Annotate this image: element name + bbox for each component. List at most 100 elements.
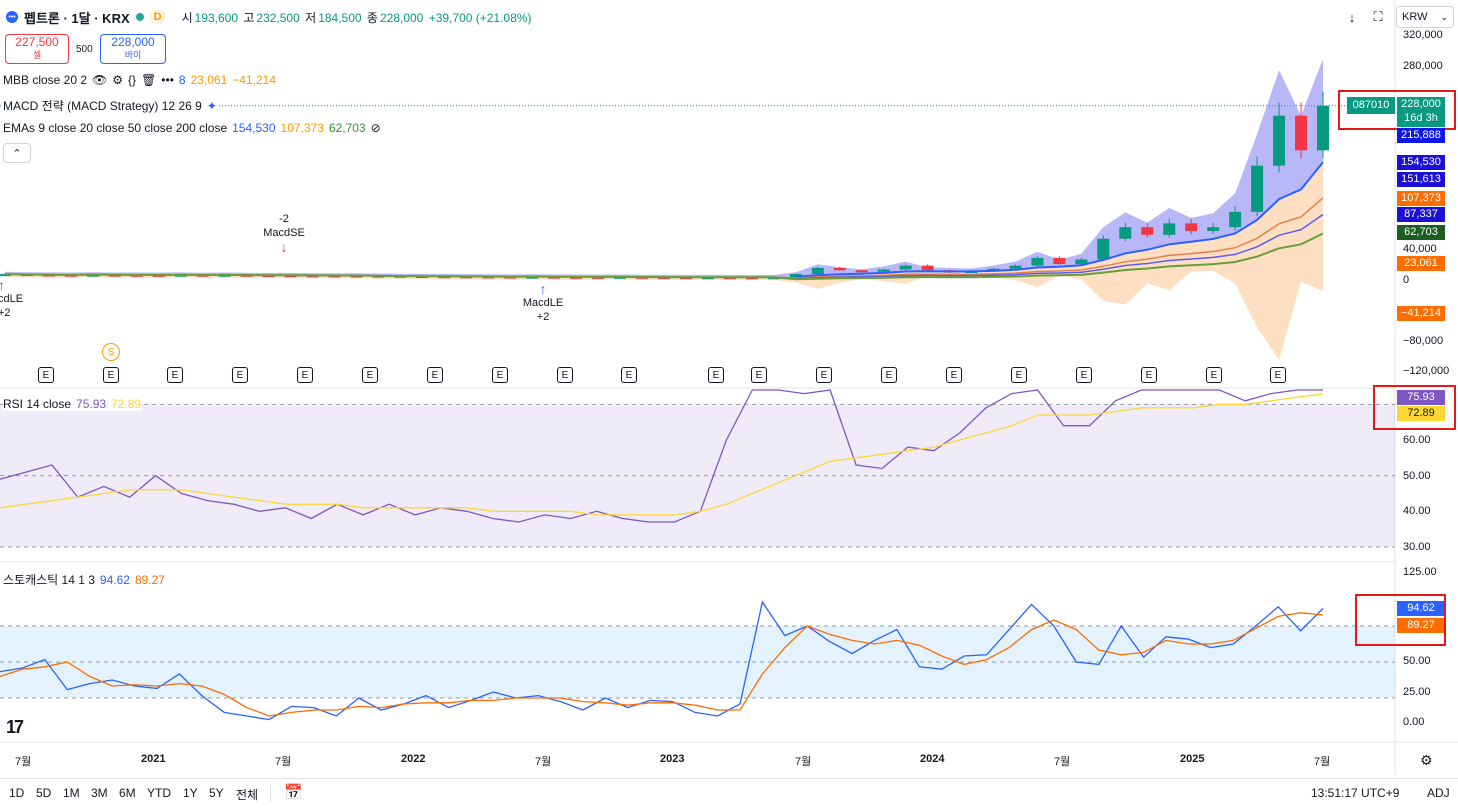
candle-body xyxy=(1163,223,1176,235)
market-status-icon[interactable] xyxy=(135,13,144,21)
candle-body xyxy=(1185,223,1198,232)
delete-icon[interactable]: 🗑 xyxy=(141,73,157,87)
rsi-label-2: 72.89 xyxy=(1397,406,1445,421)
main-pane[interactable] xyxy=(0,59,1395,361)
mbb-legend[interactable]: MBB close 20 2 👁 ⚙ {} 🗑 ••• 8 23,061 −41… xyxy=(3,73,277,87)
earnings-marker[interactable]: E xyxy=(621,367,637,383)
stochastic-pane[interactable] xyxy=(0,600,1395,721)
more-icon[interactable]: ••• xyxy=(161,73,174,87)
settings-icon[interactable]: ⚙ xyxy=(1420,752,1433,768)
mbb-legend-value-2: −41,214 xyxy=(232,73,277,87)
buy-button[interactable]: 228,000 바이 xyxy=(100,34,166,64)
range-6m-button[interactable]: 6M xyxy=(119,786,136,800)
earnings-marker[interactable]: E xyxy=(557,367,573,383)
candle-body xyxy=(877,269,890,272)
candle-body xyxy=(767,277,780,280)
macd-legend-name: MACD 전략 (MACD Strategy) 12 26 9 xyxy=(3,99,202,113)
symbol-tag[interactable]: 087010 xyxy=(1347,97,1395,114)
download-icon[interactable]: ↓ xyxy=(1348,9,1356,25)
earnings-marker[interactable]: E xyxy=(1270,367,1286,383)
earnings-marker[interactable]: E xyxy=(427,367,443,383)
range-3m-button[interactable]: 3M xyxy=(91,786,108,800)
macdle-signal-left[interactable]: ↑ cdLE +2 xyxy=(0,278,26,320)
earnings-marker[interactable]: E xyxy=(167,367,183,383)
earnings-marker[interactable]: E xyxy=(881,367,897,383)
time-tick: 2021 xyxy=(141,753,166,765)
candle-body xyxy=(899,265,912,270)
earnings-marker[interactable]: E xyxy=(1206,367,1222,383)
earnings-marker[interactable]: E xyxy=(232,367,248,383)
earnings-marker[interactable]: E xyxy=(492,367,508,383)
earnings-marker[interactable]: E xyxy=(38,367,54,383)
earnings-marker[interactable]: E xyxy=(1141,367,1157,383)
data-delay-badge[interactable]: D xyxy=(149,10,166,24)
macdle-name-left: cdLE xyxy=(0,293,24,305)
earnings-marker[interactable]: E xyxy=(816,367,832,383)
sell-button[interactable]: 227,500 셀 xyxy=(5,34,69,64)
candle-body xyxy=(1251,165,1264,212)
time-tick: 7월 xyxy=(1314,756,1331,768)
time-tick: 2025 xyxy=(1180,753,1205,765)
split-event-marker[interactable]: S xyxy=(102,343,120,361)
emas-legend[interactable]: EMAs 9 close 20 close 50 close 200 close… xyxy=(3,121,381,135)
eye-icon[interactable]: 👁 xyxy=(92,73,108,87)
ema200-line xyxy=(4,232,1324,281)
price-tick: 320,000 xyxy=(1403,29,1443,41)
earnings-marker[interactable]: E xyxy=(751,367,767,383)
currency-select[interactable]: KRW ⌄ xyxy=(1396,6,1454,28)
clock-display[interactable]: 13:51:17 UTC+9 xyxy=(1311,786,1400,800)
close-value: 228,000 xyxy=(379,10,424,25)
sell-label: 셀 xyxy=(32,50,42,60)
collapse-legend-button[interactable]: ⌃ xyxy=(3,143,31,163)
source-code-icon[interactable]: {} xyxy=(128,73,137,87)
stoch-d-line xyxy=(0,612,1324,717)
fullscreen-icon[interactable]: ⛶ xyxy=(1373,9,1383,24)
earnings-marker[interactable]: E xyxy=(103,367,119,383)
earnings-marker[interactable]: E xyxy=(708,367,724,383)
symbol-logo-icon[interactable]: ••• xyxy=(6,11,18,23)
earnings-marker[interactable]: E xyxy=(946,367,962,383)
currency-value: KRW xyxy=(1402,11,1428,23)
strategy-icon[interactable]: ✦ xyxy=(206,98,217,113)
no-data-icon: ⊘ xyxy=(370,121,381,135)
macdse-signal[interactable]: -2 MacdSE ↓ xyxy=(262,212,306,254)
chevron-up-icon: ⌃ xyxy=(12,147,22,160)
last-price-label[interactable]: 228,000 16d 3h xyxy=(1397,97,1445,127)
highlight-box xyxy=(1338,90,1456,130)
macd-legend[interactable]: MACD 전략 (MACD Strategy) 12 26 9 ✦ xyxy=(3,97,217,114)
candle-body xyxy=(1009,265,1022,269)
macdse-qty: -2 xyxy=(279,213,289,225)
price-label-l7: 23,061 xyxy=(1397,256,1445,271)
candle-body xyxy=(1053,257,1066,265)
range-all-button[interactable]: 전체 xyxy=(236,788,259,802)
stoch-k-line xyxy=(0,600,1324,721)
adj-toggle[interactable]: ADJ xyxy=(1427,786,1450,800)
stoch-label-2: 89.27 xyxy=(1397,618,1445,633)
earnings-marker[interactable]: E xyxy=(362,367,378,383)
range-5y-button[interactable]: 5Y xyxy=(209,786,224,800)
rsi-label-1: 75.93 xyxy=(1397,390,1445,405)
stoch-legend[interactable]: 스토캐스틱 14 1 3 94.62 89.27 xyxy=(3,571,165,588)
settings-icon[interactable]: ⚙ xyxy=(112,73,124,87)
range-5d-button[interactable]: 5D xyxy=(36,786,52,800)
macdle-signal[interactable]: ↑ MacdLE +2 xyxy=(520,282,566,324)
range-ytd-button[interactable]: YTD xyxy=(147,786,171,800)
rsi-legend[interactable]: RSI 14 close 75.93 72.89 xyxy=(3,397,142,411)
change-value: +39,700 (+21.08%) xyxy=(428,10,532,25)
bar-countdown: 16d 3h xyxy=(1404,112,1438,124)
earnings-marker[interactable]: E xyxy=(1011,367,1027,383)
rsi-pane[interactable] xyxy=(0,389,1395,548)
range-1y-button[interactable]: 1Y xyxy=(183,786,198,800)
range-1m-button[interactable]: 1M xyxy=(63,786,80,800)
date-range-icon[interactable]: 📅 xyxy=(284,784,303,801)
range-1d-button[interactable]: 1D xyxy=(9,786,25,800)
earnings-marker[interactable]: E xyxy=(1076,367,1092,383)
earnings-marker[interactable]: E xyxy=(297,367,313,383)
candle-body xyxy=(1273,115,1286,166)
symbol-title[interactable]: 펩트론 · 1달 · KRX xyxy=(24,10,130,26)
divider xyxy=(270,784,271,802)
mbb-legend-value-1: 23,061 xyxy=(190,73,228,87)
tradingview-logo[interactable]: 17 xyxy=(6,717,24,737)
rsi-tick: 40.00 xyxy=(1403,505,1431,517)
